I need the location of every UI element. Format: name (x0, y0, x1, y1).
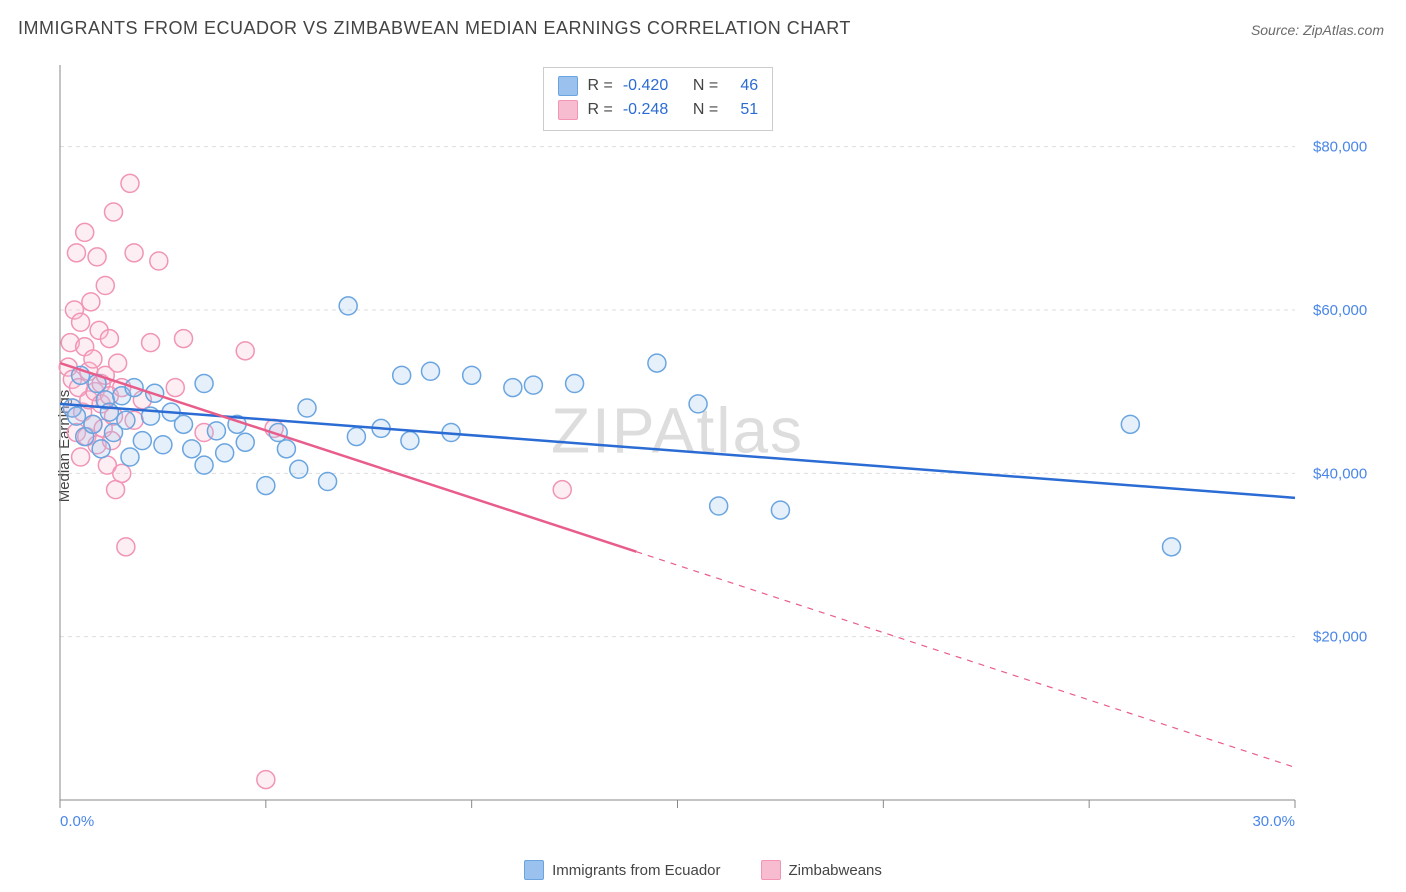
svg-text:0.0%: 0.0% (60, 813, 94, 830)
scatter-point (566, 375, 584, 393)
scatter-point (175, 330, 193, 348)
legend-bottom: Immigrants from Ecuador Zimbabweans (0, 860, 1406, 880)
scatter-point (347, 428, 365, 446)
scatter-point (67, 407, 85, 425)
scatter-point (504, 379, 522, 397)
scatter-point (298, 399, 316, 417)
scatter-point (257, 771, 275, 789)
correlation-legend: R = -0.420 N = 46 R = -0.248 N = 51 (543, 67, 774, 131)
svg-text:$20,000: $20,000 (1313, 629, 1367, 646)
svg-text:$40,000: $40,000 (1313, 465, 1367, 482)
scatter-point (553, 481, 571, 499)
scatter-point (339, 297, 357, 315)
scatter-point (257, 477, 275, 495)
scatter-point (117, 538, 135, 556)
scatter-point (154, 436, 172, 454)
scatter-point (113, 464, 131, 482)
scatter-point (689, 395, 707, 413)
scatter-point (72, 313, 90, 331)
scatter-point (207, 422, 225, 440)
r-value: -0.248 (623, 98, 683, 122)
legend-item: Zimbabweans (761, 860, 882, 880)
scatter-point (401, 432, 419, 450)
scatter-point (319, 473, 337, 491)
scatter-point (96, 277, 114, 295)
svg-text:30.0%: 30.0% (1252, 813, 1295, 830)
n-label: N = (693, 98, 718, 122)
scatter-point (84, 350, 102, 368)
scatter-point (183, 440, 201, 458)
scatter-point (216, 444, 234, 462)
scatter-point (277, 440, 295, 458)
scatter-point (67, 244, 85, 262)
scatter-point (195, 375, 213, 393)
scatter-point (150, 252, 168, 270)
scatter-point (76, 223, 94, 241)
legend-item: Immigrants from Ecuador (524, 860, 720, 880)
r-value: -0.420 (623, 74, 683, 98)
scatter-point (710, 497, 728, 515)
scatter-point (1121, 415, 1139, 433)
scatter-point (524, 376, 542, 394)
svg-text:$60,000: $60,000 (1313, 302, 1367, 319)
correlation-row: R = -0.420 N = 46 (558, 74, 759, 98)
scatter-point (236, 342, 254, 360)
scatter-chart-svg: $20,000 $40,000 $60,000 $80,000 0.0% 30.0% ZIP… (50, 60, 1380, 830)
correlation-row: R = -0.248 N = 51 (558, 98, 759, 122)
legend-swatch (558, 100, 578, 120)
legend-label: Zimbabweans (789, 862, 882, 879)
scatter-point (121, 174, 139, 192)
legend-swatch (761, 860, 781, 880)
scatter-point (166, 379, 184, 397)
scatter-point (100, 403, 118, 421)
scatter-point (107, 481, 125, 499)
scatter-point (648, 354, 666, 372)
scatter-point (771, 501, 789, 519)
scatter-point (125, 244, 143, 262)
scatter-point (82, 293, 100, 311)
scatter-point (175, 415, 193, 433)
source-attribution: Source: ZipAtlas.com (1251, 22, 1384, 38)
scatter-point (463, 366, 481, 384)
scatter-point (133, 432, 151, 450)
legend-swatch (524, 860, 544, 880)
plot-area: $20,000 $40,000 $60,000 $80,000 0.0% 30.0% ZIP… (50, 60, 1380, 830)
scatter-point (1163, 538, 1181, 556)
legend-swatch (558, 76, 578, 96)
scatter-point (92, 440, 110, 458)
legend-label: Immigrants from Ecuador (552, 862, 720, 879)
scatter-point (195, 456, 213, 474)
n-value: 51 (728, 98, 758, 122)
scatter-point (236, 433, 254, 451)
n-value: 46 (728, 74, 758, 98)
r-label: R = (588, 74, 613, 98)
n-label: N = (693, 74, 718, 98)
scatter-point (142, 334, 160, 352)
trend-line (60, 363, 636, 552)
scatter-point (72, 448, 90, 466)
scatter-point (393, 366, 411, 384)
scatter-point (105, 203, 123, 221)
scatter-point (88, 248, 106, 266)
trend-line-dashed (636, 552, 1295, 768)
scatter-point (100, 330, 118, 348)
chart-title: IMMIGRANTS FROM ECUADOR VS ZIMBABWEAN ME… (18, 18, 851, 39)
scatter-point (109, 354, 127, 372)
scatter-point (84, 415, 102, 433)
scatter-point (422, 362, 440, 380)
scatter-point (121, 448, 139, 466)
chart-container: IMMIGRANTS FROM ECUADOR VS ZIMBABWEAN ME… (0, 0, 1406, 892)
scatter-point (117, 411, 135, 429)
svg-text:$80,000: $80,000 (1313, 139, 1367, 156)
scatter-point (290, 460, 308, 478)
r-label: R = (588, 98, 613, 122)
watermark-text: ZIPAtlas (551, 395, 804, 467)
